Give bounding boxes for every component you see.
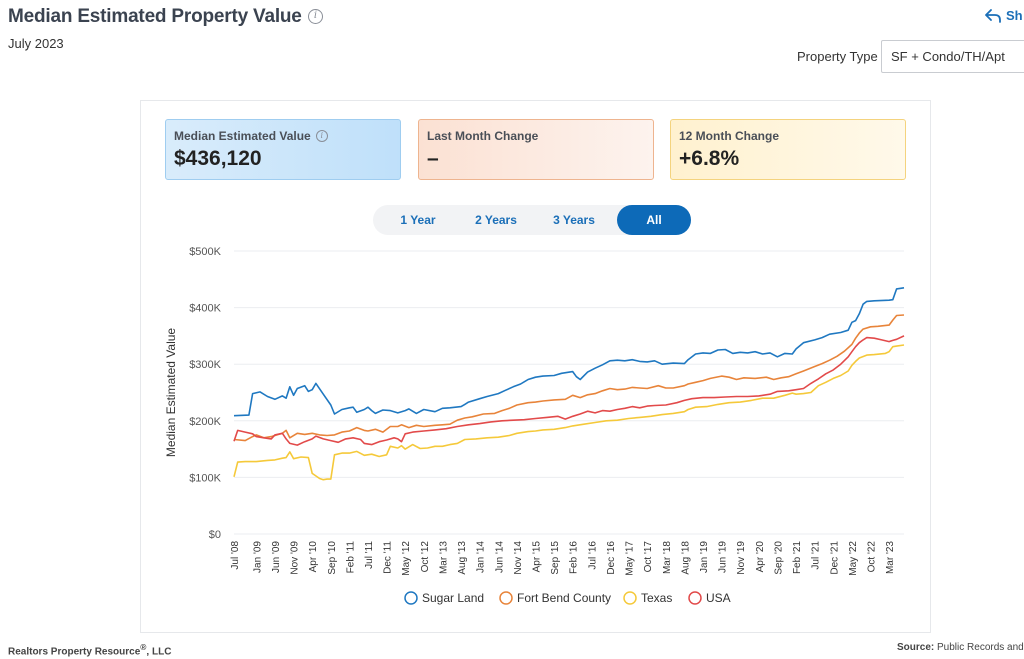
x-tick-label: Nov '19 bbox=[736, 541, 747, 575]
series-line-texas bbox=[233, 344, 905, 481]
x-tick-label: Dec '16 bbox=[606, 541, 617, 575]
footer-credit-mark: ® bbox=[140, 642, 147, 652]
x-tick-label: Feb '11 bbox=[345, 541, 356, 574]
x-tick-label: Jul '21 bbox=[811, 541, 822, 570]
legend-swatch bbox=[404, 591, 418, 605]
series-line-usa bbox=[233, 335, 905, 446]
x-tick-label: Dec '11 bbox=[383, 541, 394, 574]
card-median-value: Median Estimated Value i $436,120 bbox=[165, 119, 401, 180]
info-icon[interactable]: i bbox=[308, 9, 323, 24]
legend-item: USA bbox=[706, 591, 731, 605]
x-tick-label: Mar '23 bbox=[885, 541, 896, 574]
x-tick-label: Jan '19 bbox=[699, 541, 710, 573]
card-label: Last Month Change bbox=[427, 129, 539, 143]
x-tick-label: Jun '14 bbox=[494, 541, 505, 573]
x-tick-label: Aug '13 bbox=[457, 541, 468, 575]
x-tick-label: Oct '12 bbox=[420, 541, 431, 573]
x-tick-label: Feb '16 bbox=[569, 541, 580, 574]
y-tick-label: $300K bbox=[189, 359, 221, 371]
footer-credit-suffix: , LLC bbox=[146, 646, 172, 658]
x-tick-label: Apr '10 bbox=[308, 541, 319, 573]
tab-all[interactable]: All bbox=[617, 205, 691, 235]
card-label: 12 Month Change bbox=[679, 129, 780, 143]
property-type-label: Property Type bbox=[797, 49, 878, 64]
y-tick-label: $0 bbox=[209, 529, 221, 541]
card-value: $436,120 bbox=[174, 147, 262, 170]
page-title: Median Estimated Property Value bbox=[8, 6, 302, 27]
x-tick-label: Jul '16 bbox=[587, 541, 598, 570]
x-tick-label: Mar '13 bbox=[438, 541, 449, 574]
y-tick-label: $400K bbox=[189, 303, 221, 315]
y-axis-label: Median Estimated Value bbox=[164, 328, 178, 458]
x-tick-label: May '22 bbox=[848, 541, 859, 576]
card-12-month-change: 12 Month Change +6.8% bbox=[670, 119, 906, 180]
x-tick-label: Jan '09 bbox=[252, 541, 263, 573]
range-tabs: 1 Year 2 Years 3 Years All bbox=[373, 205, 691, 235]
x-tick-label: Dec '21 bbox=[829, 541, 840, 575]
y-tick-label: $200K bbox=[189, 416, 221, 428]
share-button[interactable]: Sh bbox=[985, 8, 1023, 23]
footer-source: Source: Public Records and bbox=[897, 642, 1024, 653]
share-icon bbox=[985, 8, 1001, 23]
x-tick-label: Jun '19 bbox=[718, 541, 729, 573]
tab-1-year[interactable]: 1 Year bbox=[400, 213, 436, 227]
property-type-select[interactable]: SF + Condo/TH/Apt bbox=[881, 40, 1024, 73]
legend-item: Texas bbox=[641, 591, 672, 605]
legend-item: Sugar Land bbox=[422, 591, 484, 605]
series-line-fort-bend-county bbox=[233, 314, 905, 442]
report-date: July 2023 bbox=[8, 36, 64, 51]
property-type-value: SF + Condo/TH/Apt bbox=[891, 49, 1005, 64]
x-tick-label: Aug '18 bbox=[680, 541, 691, 575]
x-tick-label: Feb '21 bbox=[792, 541, 803, 574]
x-tick-label: Sep '20 bbox=[773, 541, 784, 575]
x-tick-label: May '17 bbox=[625, 541, 636, 576]
x-tick-label: Mar '18 bbox=[662, 541, 673, 574]
line-chart: $0 $100K $200K $300K $400K $500K Median Estima… bbox=[164, 246, 905, 605]
x-tick-label: Nov '14 bbox=[513, 541, 524, 575]
footer-source-label: Source: bbox=[897, 642, 935, 653]
x-tick-label: Jun '09 bbox=[271, 541, 282, 573]
x-tick-label: Apr '20 bbox=[755, 541, 766, 573]
legend-item: Fort Bend County bbox=[517, 591, 611, 605]
card-last-month-change: Last Month Change – bbox=[418, 119, 654, 180]
x-tick-label: Jul '08 bbox=[230, 541, 241, 570]
footer-credit: Realtors Property Resource®, LLC bbox=[8, 642, 171, 657]
legend-swatch bbox=[623, 591, 637, 605]
share-label: Sh bbox=[1006, 8, 1023, 23]
x-tick-label: Jul '11 bbox=[364, 541, 375, 569]
chart-panel: Median Estimated Value i $436,120 Last Mo… bbox=[140, 100, 931, 633]
y-tick-label: $500K bbox=[189, 246, 221, 258]
x-tick-label: Jan '14 bbox=[476, 541, 487, 573]
x-tick-label: Sep '15 bbox=[550, 541, 561, 575]
x-tick-label: May '12 bbox=[401, 541, 412, 576]
x-tick-label: Nov '09 bbox=[290, 541, 301, 575]
footer-credit-text: Realtors Property Resource bbox=[8, 646, 141, 658]
series-line-sugar-land bbox=[233, 287, 905, 417]
legend-swatch bbox=[499, 591, 513, 605]
tab-2-years[interactable]: 2 Years bbox=[475, 213, 517, 227]
footer-source-text: Public Records and bbox=[937, 642, 1024, 653]
x-tick-label: Oct '22 bbox=[867, 541, 878, 573]
legend-swatch bbox=[688, 591, 702, 605]
y-tick-label: $100K bbox=[189, 472, 221, 484]
tab-3-years[interactable]: 3 Years bbox=[553, 213, 595, 227]
info-icon[interactable]: i bbox=[315, 130, 328, 142]
x-tick-label: Oct '17 bbox=[643, 541, 654, 573]
card-label: Median Estimated Value bbox=[174, 129, 311, 143]
x-tick-label: Sep '10 bbox=[327, 541, 338, 575]
card-value: +6.8% bbox=[679, 147, 740, 170]
card-value: – bbox=[427, 147, 439, 170]
x-tick-label: Apr '15 bbox=[532, 541, 543, 573]
